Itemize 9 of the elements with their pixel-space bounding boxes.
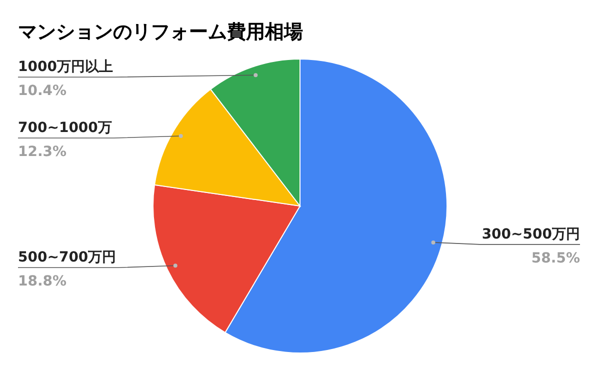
chart-title: マンションのリフォーム費用相場 xyxy=(18,21,303,43)
slice-label: 1000万円以上 xyxy=(18,59,113,76)
data-label: 58.5% xyxy=(531,250,580,266)
slice-label: 700~1000万 xyxy=(18,120,112,136)
slice-label: 500~700万円 xyxy=(18,250,116,266)
slice-label: 300~500万円 xyxy=(482,226,580,242)
data-label: 18.8% xyxy=(18,274,67,290)
data-label: 12.3% xyxy=(18,144,67,160)
data-label: 10.4% xyxy=(18,83,67,100)
